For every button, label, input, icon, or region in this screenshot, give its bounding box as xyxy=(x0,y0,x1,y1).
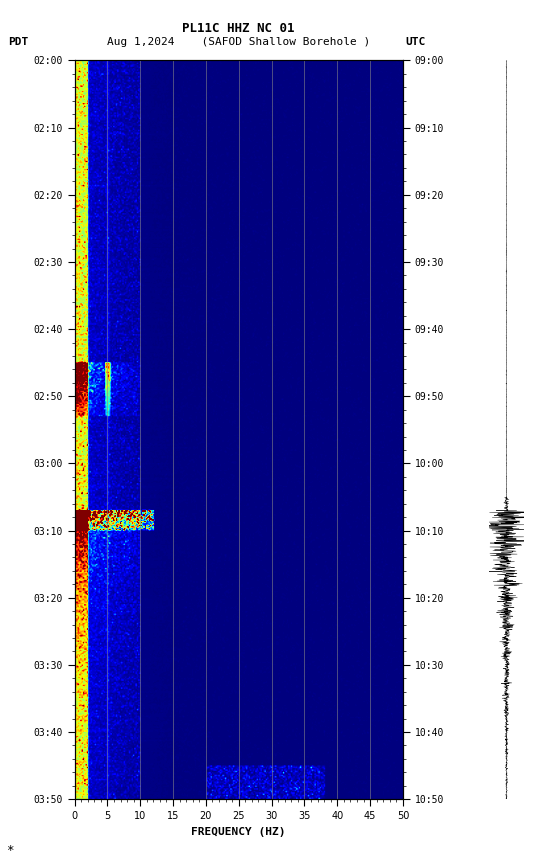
Text: *: * xyxy=(6,844,13,857)
Text: PL11C HHZ NC 01: PL11C HHZ NC 01 xyxy=(183,22,295,35)
X-axis label: FREQUENCY (HZ): FREQUENCY (HZ) xyxy=(192,827,286,836)
Text: PDT: PDT xyxy=(8,37,29,48)
Text: UTC: UTC xyxy=(406,37,426,48)
Text: Aug 1,2024    (SAFOD Shallow Borehole ): Aug 1,2024 (SAFOD Shallow Borehole ) xyxy=(107,37,370,48)
